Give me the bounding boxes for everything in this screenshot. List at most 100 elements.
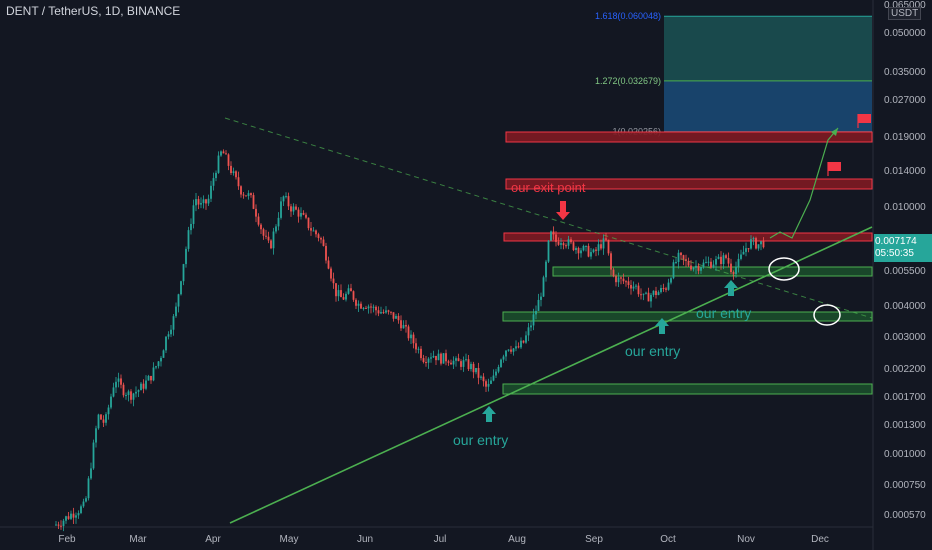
candle-body <box>200 203 202 205</box>
candle-body <box>487 383 490 387</box>
candle-body <box>337 290 340 297</box>
candle-body <box>335 283 337 297</box>
candle-body <box>435 355 437 361</box>
candle-body <box>582 245 585 251</box>
candle-body <box>140 383 142 391</box>
candle-body <box>527 327 530 336</box>
candle-body <box>542 277 545 297</box>
candle-body <box>595 249 597 251</box>
candle-body <box>145 380 147 389</box>
projection-arrowhead <box>831 128 838 136</box>
x-tick-label: Jun <box>357 534 373 545</box>
candle-body <box>585 245 587 247</box>
candle-body <box>155 366 157 368</box>
candle-body <box>232 171 235 174</box>
candle-body <box>390 311 392 313</box>
candle-body <box>310 228 312 231</box>
candle-body <box>382 312 385 314</box>
candle-body <box>572 242 575 251</box>
candle-body <box>432 355 435 358</box>
candle-body <box>170 329 172 335</box>
unit-label[interactable]: USDT <box>888 7 922 20</box>
candle-body <box>300 212 302 217</box>
candle-body <box>605 238 607 240</box>
candle-body <box>705 262 707 264</box>
candle-body <box>515 346 517 349</box>
candle-body <box>290 206 292 212</box>
candle-body <box>550 231 552 241</box>
candle-body <box>455 358 457 361</box>
candle-body <box>242 194 245 196</box>
candle-body <box>97 414 100 429</box>
downtrend-line <box>224 117 873 319</box>
candle-body <box>370 306 372 308</box>
flag-marker <box>828 162 841 171</box>
candle-body <box>132 393 135 400</box>
candle-body <box>685 259 687 261</box>
candle-body <box>670 278 672 283</box>
candle-body <box>497 367 500 372</box>
candle-body <box>592 249 595 253</box>
x-tick-label: Dec <box>811 534 829 545</box>
candle-body <box>212 178 215 186</box>
support-zone <box>502 311 873 322</box>
candle-body <box>442 353 445 364</box>
candle-body <box>502 356 505 360</box>
candle-body <box>265 235 267 237</box>
candle-body <box>642 293 645 295</box>
candle-body <box>725 255 727 258</box>
candle-body <box>350 288 352 292</box>
candle-body <box>580 250 582 254</box>
candle-body <box>135 391 137 394</box>
candle-body <box>490 380 492 384</box>
candle-body <box>677 252 680 263</box>
candle-body <box>142 383 145 389</box>
candle-body <box>712 264 715 268</box>
candle-body <box>122 384 125 396</box>
candle-body <box>522 340 525 343</box>
x-tick-label: Feb <box>58 534 76 545</box>
candle-body <box>547 240 550 262</box>
candle-body <box>460 361 462 367</box>
candle-body <box>352 291 355 300</box>
candle-body <box>330 268 332 279</box>
candle-body <box>365 307 367 309</box>
candle-body <box>67 516 70 519</box>
candle-body <box>295 206 297 210</box>
candle-body <box>735 266 737 275</box>
x-tick-label: Jul <box>434 534 447 545</box>
candle-body <box>117 378 120 382</box>
candle-body <box>600 244 602 249</box>
candle-body <box>470 363 472 370</box>
entry-arrow <box>724 280 738 296</box>
candle-body <box>622 278 625 282</box>
candle-body <box>147 375 150 381</box>
candle-body <box>612 269 615 277</box>
candle-body <box>560 243 562 245</box>
candle-body <box>157 361 160 367</box>
candle-body <box>285 196 287 198</box>
candle-body <box>452 360 455 365</box>
candle-body <box>457 358 460 362</box>
candle-body <box>495 371 497 376</box>
candle-body <box>62 520 65 527</box>
candle-body <box>210 185 212 199</box>
candle-body <box>57 524 60 526</box>
candle-body <box>102 419 105 423</box>
candle-body <box>555 234 557 242</box>
candle-body <box>540 296 542 300</box>
candle-body <box>662 287 665 289</box>
candle-body <box>752 238 755 240</box>
candle-body <box>720 256 722 264</box>
candle-body <box>367 306 370 309</box>
candle-body <box>747 248 750 250</box>
candle-body <box>110 396 112 408</box>
support-zone <box>502 383 873 395</box>
y-tick-label: 0.000570 <box>884 510 926 521</box>
candle-body <box>230 165 232 174</box>
candle-body <box>517 346 520 348</box>
candle-body <box>77 513 80 516</box>
candle-body <box>575 248 577 251</box>
candle-body <box>467 359 470 370</box>
